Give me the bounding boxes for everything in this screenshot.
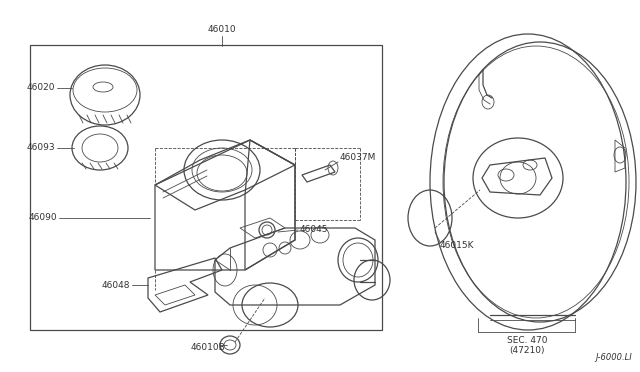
Text: 46048: 46048 (102, 280, 130, 289)
Text: 46037M: 46037M (340, 154, 376, 163)
Text: 46020: 46020 (26, 83, 55, 93)
Text: 46010: 46010 (208, 26, 236, 35)
Text: 46045: 46045 (300, 225, 328, 234)
Bar (30, 45, 382, 330)
Text: (47210): (47210) (509, 346, 545, 355)
Text: 46090: 46090 (28, 214, 57, 222)
Text: 46015K: 46015K (440, 241, 474, 250)
Text: 46093: 46093 (26, 144, 55, 153)
Text: SEC. 470: SEC. 470 (507, 336, 547, 345)
Text: J-6000.LI: J-6000.LI (595, 353, 632, 362)
Text: 46010B: 46010B (190, 343, 225, 352)
